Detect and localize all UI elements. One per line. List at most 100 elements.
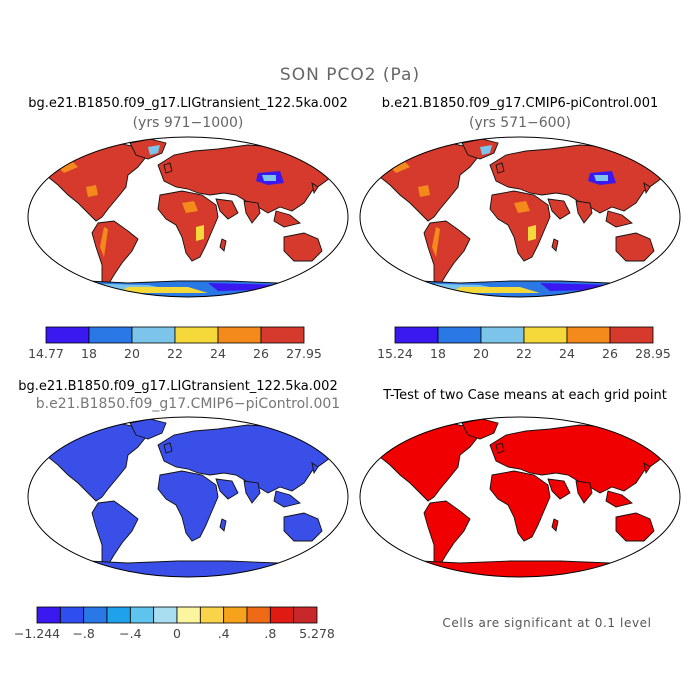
colorbar-tick-label: 0 <box>173 626 181 641</box>
continent-africa <box>157 190 219 262</box>
colorbar-tick-label: −1.244 <box>14 626 60 641</box>
continent-madagascar <box>551 518 559 532</box>
colorbar-tick-label: −.4 <box>119 626 141 641</box>
colorbar-tick-label: 18 <box>81 346 97 361</box>
continent-arabia <box>547 198 571 220</box>
map-panel-3 <box>27 416 349 578</box>
colorbar-swatch <box>88 326 133 344</box>
continent-japan <box>643 182 651 195</box>
value-patch <box>100 227 108 257</box>
continent-samerica <box>91 500 139 566</box>
colorbar-swatch <box>223 606 248 624</box>
panel-1-title: bg.e21.B1850.f09_g17.LIGtransient_122.5k… <box>28 96 347 111</box>
continent-madagascar <box>551 238 559 252</box>
colorbar-swatch <box>523 326 568 344</box>
colorbar-swatch <box>106 606 131 624</box>
value-patch <box>262 175 276 181</box>
continent-arabia <box>547 478 571 500</box>
continent-australia <box>615 512 655 542</box>
value-patch <box>594 175 608 181</box>
continent-seasia <box>273 490 301 508</box>
colorbar-tick-label: 15.24 <box>377 346 413 361</box>
continent-japan <box>643 462 651 475</box>
continent-arabia <box>215 478 239 500</box>
colorbar-swatch <box>293 606 318 624</box>
continent-antarctica <box>29 558 347 577</box>
colorbar-tick-label: .8 <box>264 626 276 641</box>
continent-japan <box>311 182 319 195</box>
value-patch <box>480 145 492 155</box>
continent-newzealand <box>665 259 671 273</box>
continent-seasia <box>605 490 633 508</box>
colorbar-tick-label: 18 <box>430 346 446 361</box>
colorbar-tick-label: 26 <box>602 346 618 361</box>
value-patch <box>450 287 540 293</box>
colorbar-tick-label: 24 <box>210 346 226 361</box>
significance-note: Cells are significant at 0.1 level <box>442 616 651 630</box>
value-patch <box>182 201 198 213</box>
value-patch <box>148 145 160 155</box>
colorbar-tick-label: −.8 <box>72 626 94 641</box>
colorbar-swatch <box>269 606 295 624</box>
panel-2-subtitle: (yrs 571−600) <box>469 115 571 131</box>
continent-antarctica <box>361 558 679 577</box>
colorbar-swatch <box>131 326 176 344</box>
colorbar-swatch <box>217 326 262 344</box>
panel-4-title: T-Test of two Case means at each grid po… <box>382 388 667 403</box>
map-panel-4 <box>359 416 681 578</box>
continent-madagascar <box>219 518 227 532</box>
value-patch <box>86 185 98 197</box>
colorbar-tick-label: 22 <box>167 346 183 361</box>
panel-2-title: b.e21.B1850.f09_g17.CMIP6-piControl.001 <box>382 96 658 111</box>
value-patch <box>388 159 410 173</box>
colorbar-swatch <box>129 606 155 624</box>
map-border <box>27 416 349 578</box>
continent-africa <box>489 190 551 262</box>
colorbar-swatch <box>153 606 178 624</box>
continent-australia <box>615 232 655 262</box>
map-panel-1 <box>27 136 349 298</box>
colorbar-swatch <box>36 606 61 624</box>
colorbar-tick-label: 28.95 <box>635 346 671 361</box>
map-panel-2 <box>359 136 681 298</box>
colorbar-swatch <box>174 326 219 344</box>
continent-india <box>575 480 593 504</box>
colorbar-swatch <box>260 326 305 344</box>
continent-eurasia <box>489 424 671 494</box>
value-patch <box>418 185 430 197</box>
continent-arabia <box>215 198 239 220</box>
colorbar-swatch <box>176 606 201 624</box>
map-border <box>359 416 681 578</box>
colorbar-tick-label: 24 <box>559 346 575 361</box>
value-patch <box>56 159 78 173</box>
continent-samerica <box>423 500 471 566</box>
continent-newzealand <box>333 539 339 553</box>
colorbar-tick-label: 26 <box>253 346 269 361</box>
continent-uk <box>495 442 505 454</box>
continent-eurasia <box>489 144 671 214</box>
colorbar-panel-1: 14.77 18 20 22 24 26 27.95 <box>28 326 322 361</box>
colorbar-swatch <box>246 606 271 624</box>
colorbar-swatch <box>45 326 90 344</box>
colorbar-tick-label: 5.278 <box>299 626 335 641</box>
continent-australia <box>283 512 323 542</box>
continent-seasia <box>273 210 301 228</box>
colorbar-swatch <box>437 326 482 344</box>
continent-japan <box>311 462 319 475</box>
colorbar-swatch <box>199 606 225 624</box>
continent-madagascar <box>219 238 227 252</box>
continent-africa <box>489 470 551 542</box>
continent-uk <box>163 442 173 454</box>
continent-africa <box>157 470 219 542</box>
panel-1-subtitle: (yrs 971−1000) <box>133 115 244 131</box>
colorbar-tick-label: 20 <box>473 346 489 361</box>
value-patch <box>528 225 536 241</box>
continent-eurasia <box>157 424 339 494</box>
continent-india <box>575 200 593 224</box>
value-patch <box>514 201 530 213</box>
colorbar-swatch <box>394 326 439 344</box>
continent-newzealand <box>665 539 671 553</box>
colorbar-swatch <box>566 326 611 344</box>
